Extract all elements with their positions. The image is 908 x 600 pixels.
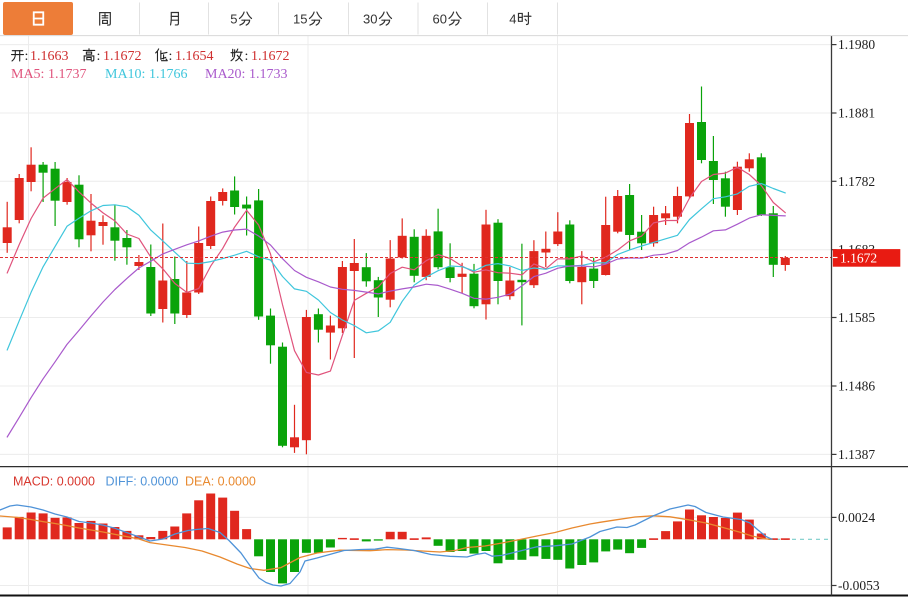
svg-text::: : — [97, 49, 101, 64]
svg-text:1.1881: 1.1881 — [838, 106, 875, 121]
svg-text:1.1654: 1.1654 — [175, 49, 214, 64]
svg-text:15: 15 — [293, 12, 307, 27]
svg-text:5: 5 — [230, 12, 237, 27]
svg-text:MA10: 1.1766: MA10: 1.1766 — [105, 67, 187, 82]
svg-text:-0.0053: -0.0053 — [838, 578, 880, 593]
svg-text:DEA: 0.0000: DEA: 0.0000 — [185, 475, 256, 489]
svg-text:1.1672: 1.1672 — [840, 250, 877, 265]
svg-text:MA5: 1.1737: MA5: 1.1737 — [11, 67, 86, 82]
svg-text:1.1663: 1.1663 — [30, 49, 69, 64]
svg-text::: : — [25, 49, 29, 64]
svg-text:1.1585: 1.1585 — [838, 310, 875, 325]
svg-text::: : — [245, 49, 249, 64]
svg-text:1.1486: 1.1486 — [838, 379, 875, 394]
svg-text:MA20: 1.1733: MA20: 1.1733 — [205, 67, 287, 82]
svg-text:0.0024: 0.0024 — [838, 510, 875, 525]
svg-text:4: 4 — [509, 12, 516, 27]
svg-text:1.1672: 1.1672 — [103, 49, 142, 64]
svg-text:DIFF: 0.0000: DIFF: 0.0000 — [106, 475, 179, 489]
svg-text:1.1672: 1.1672 — [251, 49, 290, 64]
svg-text:1.1980: 1.1980 — [838, 37, 875, 52]
svg-text:1.1387: 1.1387 — [838, 447, 875, 462]
svg-text::: : — [169, 49, 173, 64]
svg-text:30: 30 — [363, 12, 377, 27]
svg-text:1.1782: 1.1782 — [838, 174, 875, 189]
svg-text:60: 60 — [433, 12, 447, 27]
svg-text:MACD: 0.0000: MACD: 0.0000 — [13, 475, 95, 489]
